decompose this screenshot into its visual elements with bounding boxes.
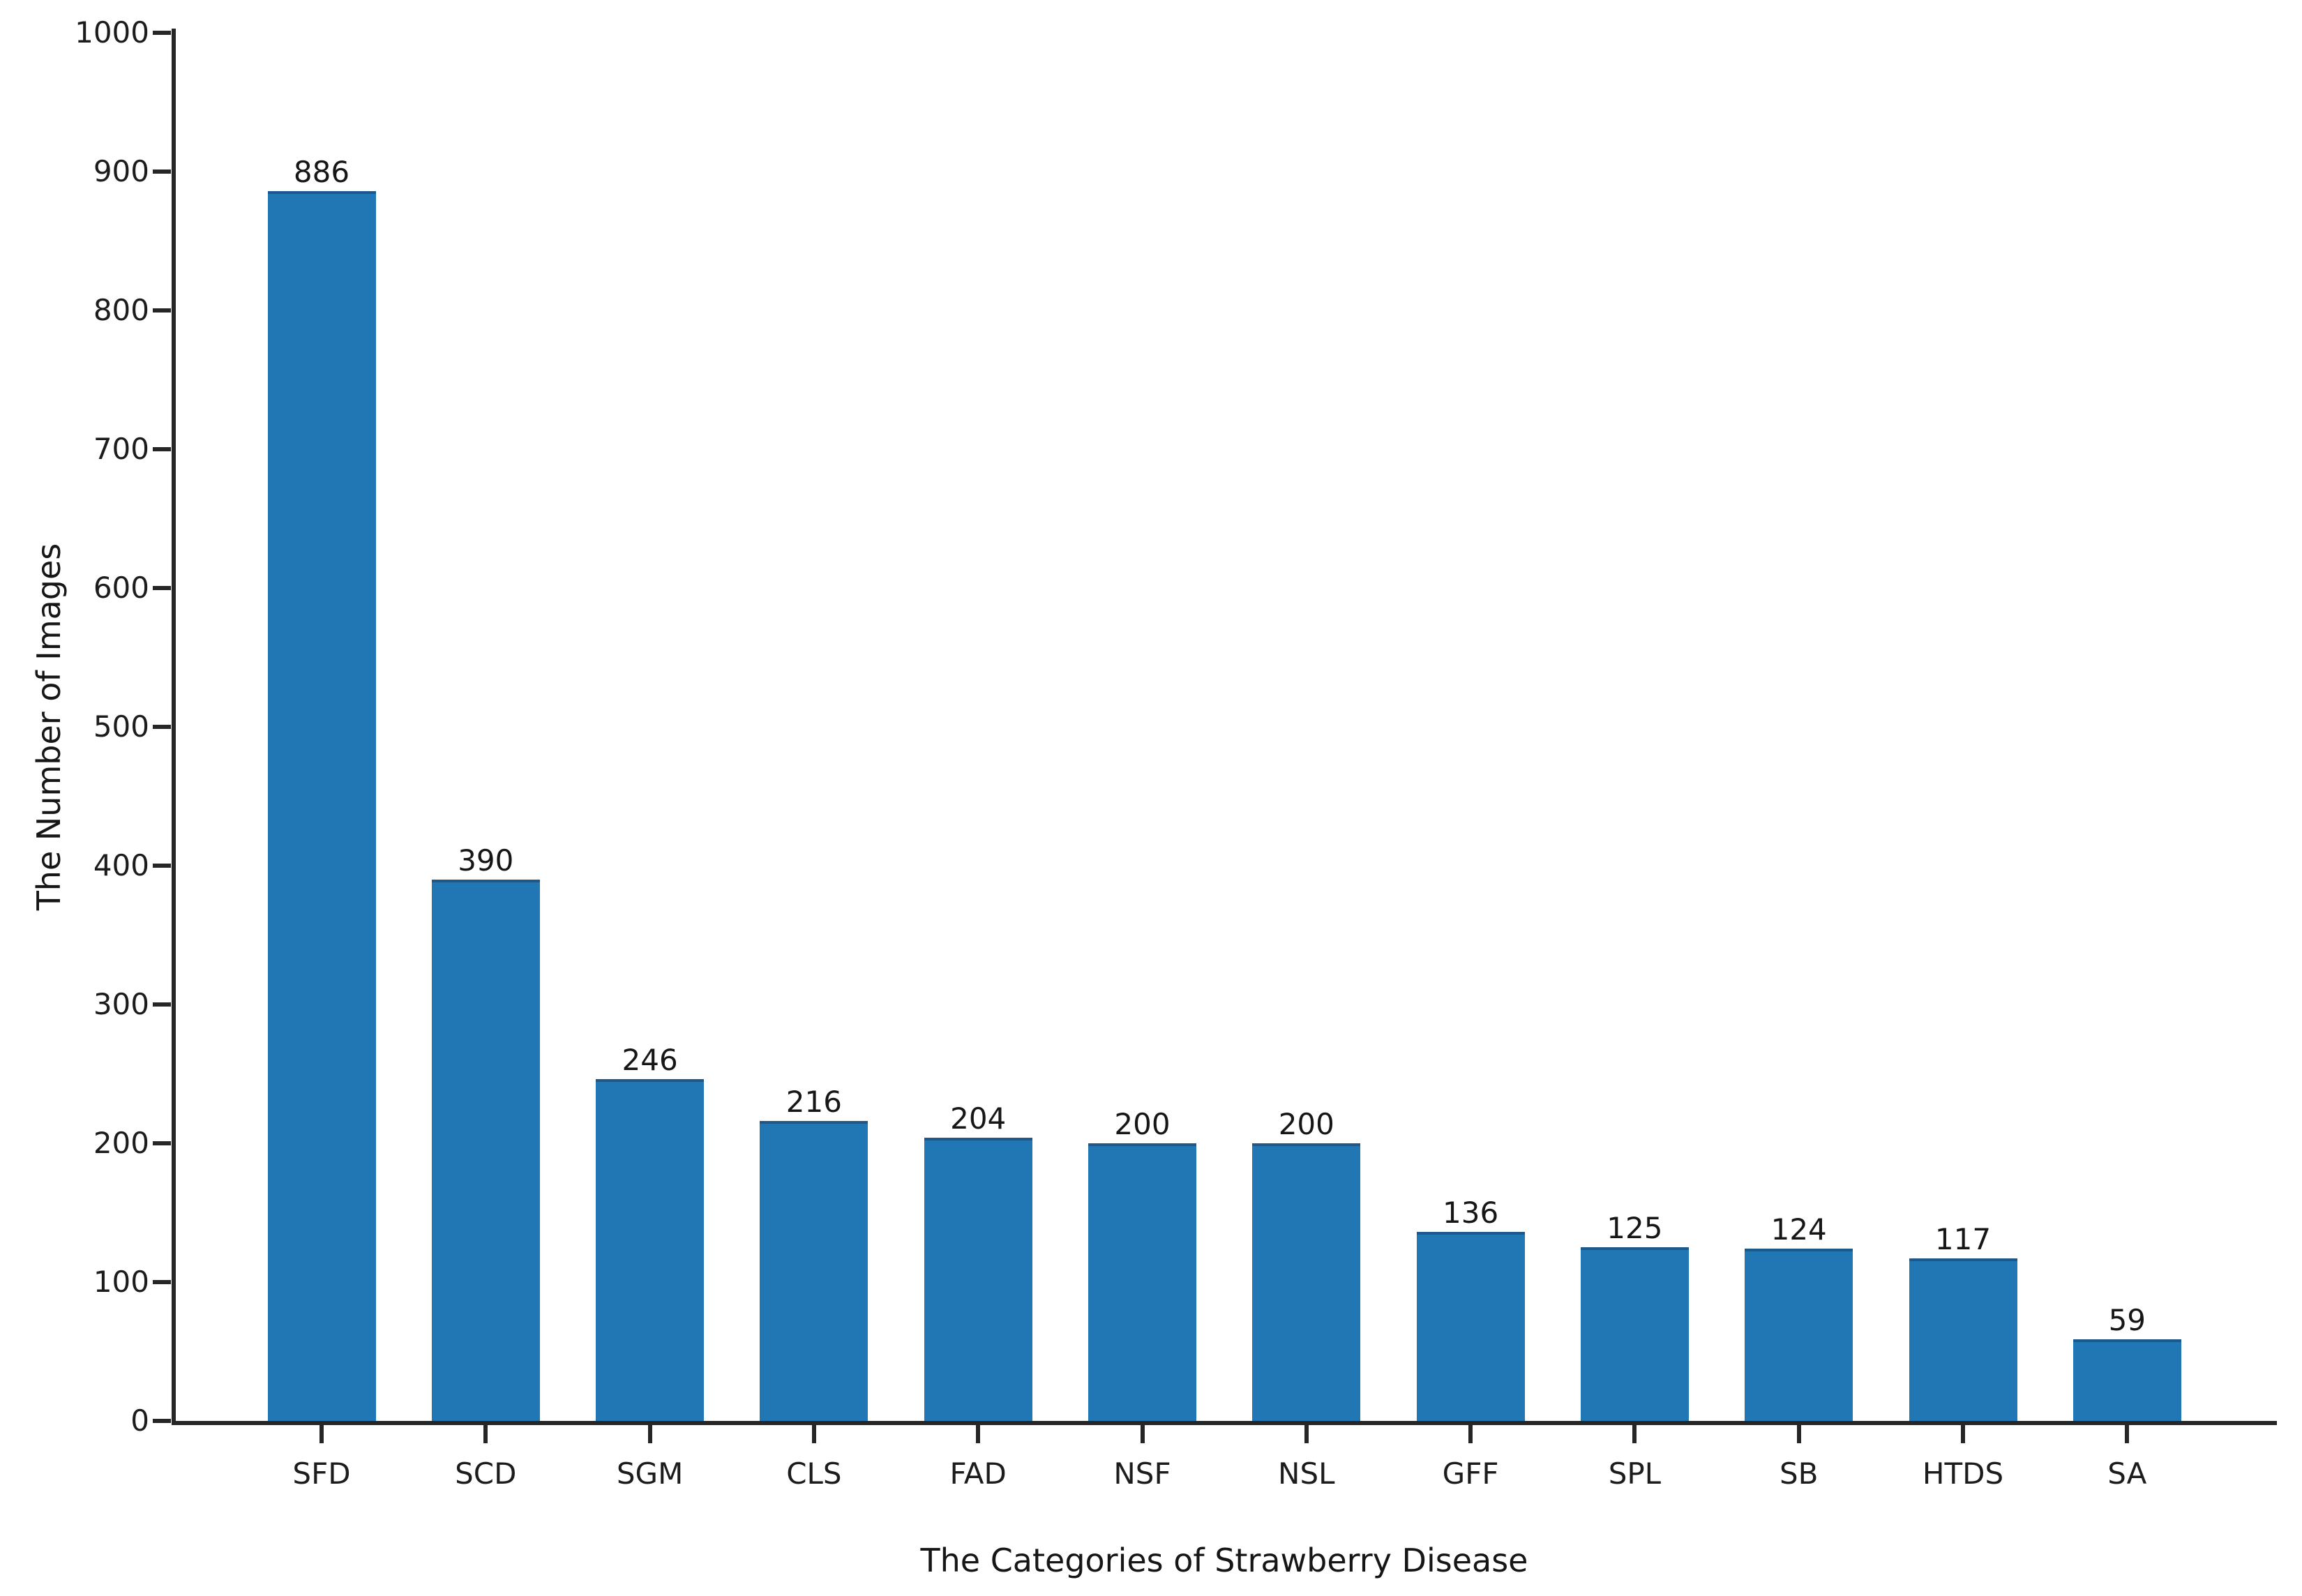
bar	[2072, 1339, 2181, 1421]
bar	[431, 879, 540, 1421]
x-axis-spine	[172, 1421, 2277, 1425]
y-tick-label: 200	[93, 1126, 149, 1160]
y-axis-spine	[172, 29, 176, 1425]
x-tick-mark	[811, 1425, 816, 1443]
y-tick-mark	[153, 170, 171, 174]
y-tick-mark	[153, 1280, 171, 1284]
x-tick-label: HTDS	[1922, 1456, 2004, 1491]
bar-value-label: 216	[785, 1085, 842, 1120]
bar	[1252, 1143, 1361, 1421]
x-tick-label: SPL	[1608, 1456, 1662, 1491]
bar-value-label: 125	[1607, 1211, 1663, 1246]
y-tick-mark	[153, 864, 171, 868]
y-tick-label: 400	[93, 848, 149, 882]
bar-value-label: 204	[950, 1101, 1007, 1136]
x-tick-label: SA	[2107, 1456, 2147, 1491]
bar-value-label: 246	[622, 1043, 678, 1078]
x-tick-label: NSF	[1113, 1456, 1171, 1491]
y-axis-title: The Number of Images	[30, 543, 68, 911]
bar-value-label: 124	[1770, 1212, 1827, 1247]
y-tick-label: 700	[93, 432, 149, 466]
x-tick-label: SGM	[616, 1456, 684, 1491]
y-tick-mark	[153, 1419, 171, 1423]
bar-value-label: 117	[1934, 1222, 1992, 1257]
x-tick-mark	[1632, 1425, 1637, 1443]
y-tick-label: 600	[93, 571, 149, 605]
bar	[596, 1079, 705, 1421]
bar	[1416, 1232, 1525, 1421]
y-tick-label: 900	[93, 154, 149, 188]
y-tick-label: 800	[93, 293, 149, 327]
x-tick-mark	[1796, 1425, 1801, 1443]
bar	[1580, 1247, 1689, 1421]
x-tick-label: SCD	[455, 1456, 517, 1491]
x-axis-title: The Categories of Strawberry Disease	[920, 1542, 1528, 1579]
x-tick-mark	[319, 1425, 324, 1443]
bar	[924, 1138, 1032, 1421]
bar-value-label: 136	[1443, 1196, 1499, 1230]
y-tick-label: 300	[93, 987, 149, 1021]
x-tick-label: SFD	[292, 1456, 351, 1491]
y-tick-label: 1000	[75, 15, 149, 50]
x-tick-label: FAD	[949, 1456, 1007, 1491]
y-tick-mark	[153, 1141, 171, 1145]
y-tick-mark	[153, 308, 171, 313]
x-tick-mark	[647, 1425, 652, 1443]
x-tick-label: SB	[1779, 1456, 1819, 1491]
x-tick-label: GFF	[1442, 1456, 1499, 1491]
x-tick-label: CLS	[786, 1456, 842, 1491]
bar	[267, 190, 376, 1421]
y-tick-mark	[153, 586, 171, 590]
y-tick-label: 500	[93, 709, 149, 744]
bar	[1745, 1249, 1853, 1421]
x-tick-mark	[1140, 1425, 1145, 1443]
x-tick-mark	[1304, 1425, 1309, 1443]
bar	[1909, 1258, 2017, 1421]
x-tick-mark	[2125, 1425, 2130, 1443]
x-tick-mark	[1961, 1425, 1965, 1443]
x-tick-mark	[1468, 1425, 1473, 1443]
bar	[760, 1121, 868, 1421]
x-tick-label: NSL	[1278, 1456, 1335, 1491]
bar-value-label: 200	[1114, 1107, 1171, 1141]
y-tick-mark	[153, 725, 171, 729]
y-tick-mark	[153, 1002, 171, 1007]
bar-value-label: 200	[1278, 1107, 1334, 1141]
y-tick-mark	[153, 31, 171, 35]
bar-value-label: 390	[458, 843, 514, 878]
bar-value-label: 886	[293, 154, 350, 189]
y-tick-label: 100	[93, 1265, 149, 1299]
x-tick-mark	[976, 1425, 981, 1443]
y-tick-label: 0	[130, 1403, 149, 1438]
bar	[1088, 1143, 1196, 1421]
y-tick-mark	[153, 447, 171, 451]
x-tick-mark	[483, 1425, 488, 1443]
bar-value-label: 59	[2108, 1302, 2146, 1337]
